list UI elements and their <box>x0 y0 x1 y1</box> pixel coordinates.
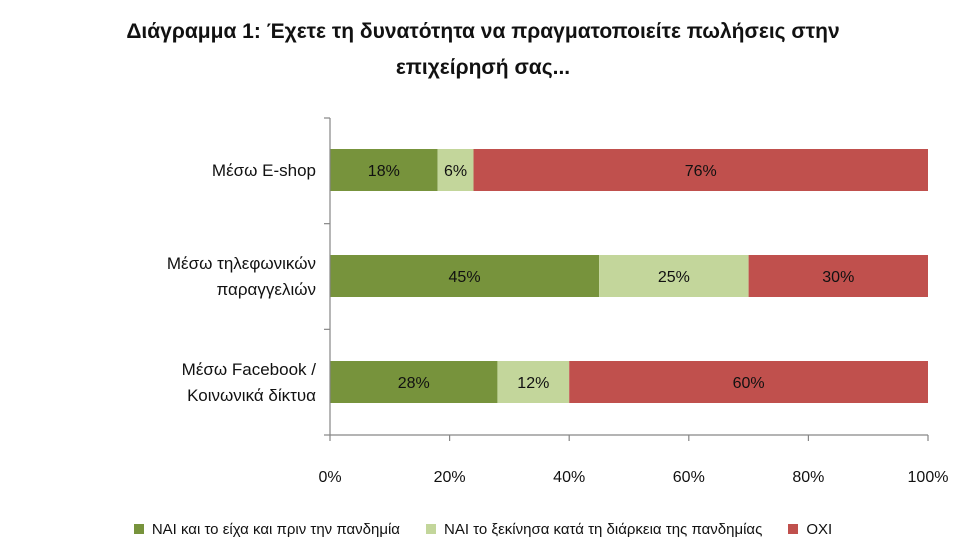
legend-label-yes-before: ΝΑΙ και το είχα και πριν την πανδημία <box>151 520 400 538</box>
x-tick-label: 0% <box>318 469 341 486</box>
x-tick-label: 40% <box>553 469 585 486</box>
legend-label-no: ΟΧΙ <box>806 520 833 538</box>
data-label: 45% <box>449 269 481 286</box>
legend-label-yes-during: ΝΑΙ το ξεκίνησα κατά τη διάρκεια της παν… <box>443 520 763 538</box>
data-label: 12% <box>517 375 549 392</box>
bar-segment <box>748 255 928 297</box>
chart-title-line-2: επιχείρησή σας... <box>395 56 571 79</box>
category-label: παραγγελιών <box>217 280 316 299</box>
category-label: Μέσω τηλεφωνικών <box>167 254 316 273</box>
data-label: 25% <box>658 269 690 286</box>
data-label: 18% <box>368 163 400 180</box>
bar-segment <box>473 149 928 191</box>
legend-swatch-no <box>788 524 799 534</box>
bar-segment <box>569 361 928 403</box>
data-label: 6% <box>444 163 467 180</box>
legend-item-yes-during: ΝΑΙ το ξεκίνησα κατά τη διάρκεια της παν… <box>425 520 763 538</box>
data-label: 76% <box>685 163 717 180</box>
category-label: Μέσω Facebook / <box>182 360 317 379</box>
category-label: Μέσω E-shop <box>212 161 316 180</box>
x-tick-label: 100% <box>908 469 949 486</box>
bar-segment <box>497 361 570 403</box>
chart-title: Διάγραμμα 1: Έχετε τη δυνατότητα να πραγ… <box>0 14 966 86</box>
data-label: 28% <box>398 375 430 392</box>
legend-item-yes-before: ΝΑΙ και το είχα και πριν την πανδημία <box>133 520 400 538</box>
bar-segment <box>437 149 474 191</box>
legend-item-no: ΟΧΙ <box>788 521 832 538</box>
chart-title-line-1: Διάγραμμα 1: Έχετε τη δυνατότητα να πραγ… <box>126 20 840 43</box>
legend-swatch-yes-during <box>425 524 436 534</box>
x-tick-label: 80% <box>792 469 824 486</box>
bar-segment <box>599 255 749 297</box>
category-label: Κοινωνικά δίκτυα <box>187 386 316 405</box>
x-tick-label: 60% <box>673 469 705 486</box>
x-tick-label: 20% <box>434 469 466 486</box>
data-label: 60% <box>733 375 765 392</box>
legend-swatch-yes-before <box>133 524 144 534</box>
bar-segment <box>330 361 498 403</box>
data-label: 30% <box>822 269 854 286</box>
bar-segment <box>330 255 600 297</box>
chart-legend: ΝΑΙ και το είχα και πριν την πανδημία ΝΑ… <box>0 515 966 543</box>
bar-segment <box>330 149 438 191</box>
